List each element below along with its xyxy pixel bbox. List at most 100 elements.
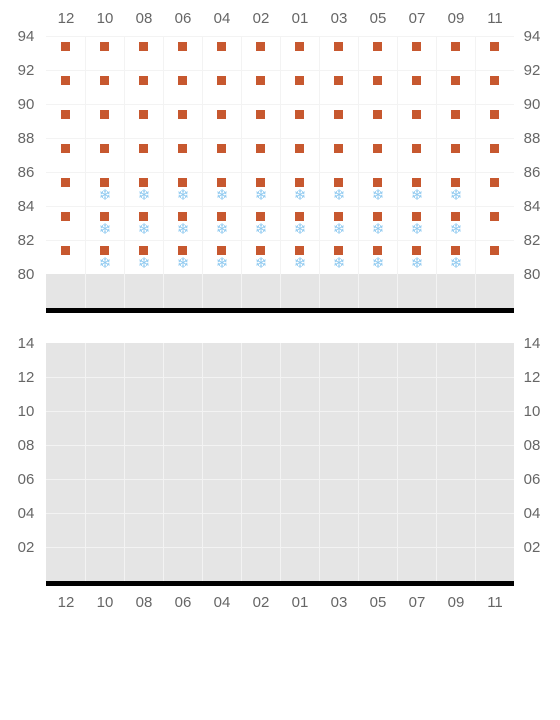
square-marker [178,144,187,153]
grid-cell [85,343,124,377]
grid-cell [46,513,85,547]
bottom-col-label: 12 [46,594,86,611]
square-marker [217,76,226,85]
square-marker [256,178,265,187]
bottom-row-label-right: 02 [520,539,544,556]
top-grid: ❄❄❄❄❄❄❄❄❄❄❄❄❄❄❄❄❄❄❄❄❄❄❄❄❄❄❄❄❄❄ [46,36,514,308]
top-row-label-right: 90 [520,96,544,113]
square-marker [256,144,265,153]
snowflake-icon: ❄ [331,256,347,272]
snowflake-icon: ❄ [175,222,191,238]
square-marker [334,144,343,153]
square-marker [412,42,421,51]
square-marker [61,76,70,85]
top-row-label-right: 86 [520,164,544,181]
grid-cell [319,274,358,308]
grid-cell [46,411,85,445]
grid-cell [358,547,397,581]
top-row-label-left: 82 [14,232,38,249]
top-col-label: 12 [46,10,86,27]
top-row-label-left: 86 [14,164,38,181]
square-marker [256,212,265,221]
grid-cell [241,343,280,377]
square-marker [451,42,460,51]
square-marker [256,42,265,51]
snowflake-icon: ❄ [370,188,386,204]
grid-cell [124,445,163,479]
grid-cell [397,547,436,581]
grid-cell [319,479,358,513]
grid-cell [397,377,436,411]
square-marker [100,178,109,187]
square-marker [100,144,109,153]
square-marker [334,76,343,85]
grid-cell [358,343,397,377]
square-marker [373,246,382,255]
square-marker [295,76,304,85]
square-marker [451,178,460,187]
square-marker [373,76,382,85]
snowflake-icon: ❄ [136,256,152,272]
top-col-label: 09 [436,10,476,27]
square-marker [295,178,304,187]
grid-cell [475,479,514,513]
square-marker [412,76,421,85]
snowflake-icon: ❄ [97,188,113,204]
square-marker [490,42,499,51]
bottom-row-label-left: 14 [14,335,38,352]
square-marker [178,246,187,255]
grid-cell [163,513,202,547]
grid-cell [397,343,436,377]
square-marker [139,212,148,221]
square-marker [178,178,187,187]
square-marker [139,178,148,187]
grid-cell [436,479,475,513]
snowflake-icon: ❄ [253,256,269,272]
grid-cell [124,343,163,377]
square-marker [61,110,70,119]
square-marker [295,246,304,255]
grid-cell [241,377,280,411]
grid-cell [85,479,124,513]
square-marker [334,42,343,51]
top-row-label-left: 90 [14,96,38,113]
square-marker [490,144,499,153]
grid-cell [436,445,475,479]
square-marker [373,178,382,187]
bottom-black-bar [46,581,514,586]
bottom-col-label: 03 [319,594,359,611]
snowflake-icon: ❄ [331,222,347,238]
square-marker [217,246,226,255]
square-marker [217,144,226,153]
bottom-col-label: 09 [436,594,476,611]
snowflake-icon: ❄ [292,222,308,238]
bottom-row-label-right: 08 [520,437,544,454]
grid-cell [280,377,319,411]
bottom-row-label-left: 04 [14,505,38,522]
grid-cell [241,445,280,479]
square-marker [100,42,109,51]
grid-cell [397,513,436,547]
grid-cell [436,274,475,308]
bottom-row-label-right: 14 [520,335,544,352]
grid-cell [319,547,358,581]
grid-cell [475,445,514,479]
top-row-label-left: 80 [14,266,38,283]
grid-cell [163,274,202,308]
snowflake-icon: ❄ [409,188,425,204]
square-marker [217,42,226,51]
snowflake-icon: ❄ [136,188,152,204]
snowflake-icon: ❄ [253,188,269,204]
square-marker [373,144,382,153]
snowflake-icon: ❄ [409,222,425,238]
grid-cell [280,411,319,445]
snowflake-icon: ❄ [214,222,230,238]
square-marker [178,212,187,221]
square-marker [217,110,226,119]
snowflake-icon: ❄ [448,188,464,204]
square-marker [61,212,70,221]
grid-cell [124,377,163,411]
square-marker [139,42,148,51]
snowflake-icon: ❄ [448,256,464,272]
grid-cell [280,513,319,547]
